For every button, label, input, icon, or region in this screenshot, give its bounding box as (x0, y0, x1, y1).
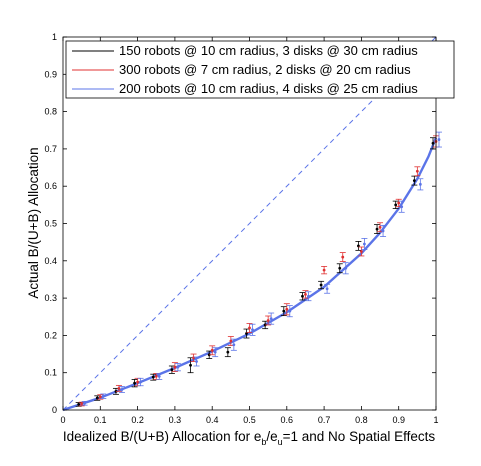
data-point (400, 205, 404, 209)
legend-label-1: 150 robots @ 10 cm radius, 3 disks @ 30 … (119, 43, 418, 58)
legend-box (65, 40, 455, 99)
series-3 (81, 131, 442, 406)
x-axis-label: Idealized B/(U+B) Allocation for eb/eu=1… (63, 429, 436, 447)
data-point (269, 317, 273, 321)
data-point (83, 401, 87, 405)
data-point (288, 309, 292, 313)
data-point (397, 201, 401, 205)
data-point (133, 381, 137, 385)
x-tick-label: 0.2 (131, 415, 144, 425)
axis-ticks: 0 0.1 0.2 0.3 0.4 0.5 0.6 0.7 0.8 0.9 1 0 0.1 0.2 0.3 0… (44, 32, 438, 425)
y-tick-label: 0.4 (44, 256, 57, 266)
x-tick-label: 0.5 (243, 415, 256, 425)
data-point (98, 395, 102, 399)
data-point (154, 375, 158, 378)
legend: 150 robots @ 10 cm radius, 3 disks @ 30 … (65, 40, 455, 99)
data-point (213, 350, 217, 354)
data-point (381, 229, 385, 233)
data-points-layer (75, 131, 442, 407)
x-tick-label: 0.7 (318, 415, 331, 425)
data-point (415, 169, 419, 173)
data-point (394, 203, 398, 207)
y-tick-label: 0.8 (44, 107, 57, 117)
x-tick-label: 0.1 (94, 415, 107, 425)
reference-diagonal-line (62, 36, 437, 411)
data-point (360, 250, 363, 253)
y-tick-label: 0.3 (44, 293, 57, 303)
data-point (418, 182, 422, 186)
data-point (176, 365, 180, 369)
y-tick-label: 0.5 (44, 219, 57, 229)
y-tick-label: 0 (52, 405, 57, 415)
data-point (344, 266, 348, 270)
data-point (80, 402, 84, 406)
legend-label-2: 300 robots @ 7 cm radius, 2 disks @ 20 c… (119, 62, 411, 77)
data-point (307, 294, 310, 298)
data-point (251, 328, 254, 332)
data-point (322, 268, 326, 272)
data-point (170, 368, 174, 372)
data-point (357, 244, 360, 248)
data-point (232, 343, 236, 347)
data-point (319, 283, 323, 287)
y-axis-label: Actual B/(U+B) Allocation (26, 147, 41, 298)
data-point (325, 287, 329, 291)
x-tick-label: 0.4 (206, 415, 219, 425)
data-point (139, 380, 143, 384)
data-point (189, 363, 192, 367)
reference-line-layer (62, 36, 437, 411)
data-point (120, 388, 124, 391)
x-tick-label: 0.9 (392, 415, 405, 425)
x-tick-label: 0 (60, 415, 65, 425)
x-tick-label: 0.3 (169, 415, 182, 425)
data-point (210, 348, 214, 352)
data-point (101, 394, 105, 398)
data-point (301, 294, 304, 298)
x-tick-label: 0.6 (281, 415, 294, 425)
y-tick-label: 0.6 (44, 181, 57, 191)
data-point (282, 309, 286, 313)
y-tick-label: 0.7 (44, 144, 57, 154)
data-point (248, 326, 251, 330)
data-point (304, 292, 307, 296)
data-point (151, 375, 155, 379)
data-point (375, 227, 379, 231)
y-tick-label: 0.1 (44, 368, 57, 378)
x-tick-label: 0.8 (355, 415, 368, 425)
y-tick-label: 0.9 (44, 69, 57, 79)
data-point (338, 266, 342, 270)
data-point (285, 307, 289, 311)
data-point (412, 179, 416, 183)
y-tick-label: 0.2 (44, 330, 57, 340)
data-point (437, 138, 441, 141)
data-point (245, 332, 248, 335)
data-point (77, 403, 81, 406)
data-point (226, 350, 230, 354)
legend-label-3: 200 robots @ 10 cm radius, 4 disks @ 25 … (119, 81, 418, 96)
data-point (363, 242, 366, 246)
data-point (195, 360, 198, 363)
data-point (229, 339, 233, 343)
data-point (431, 141, 435, 145)
y-tick-label: 1 (52, 32, 57, 42)
data-point (117, 386, 121, 390)
x-tick-label: 1 (433, 415, 438, 425)
data-point (157, 375, 161, 378)
data-point (95, 396, 99, 400)
data-point (136, 380, 140, 384)
data-point (378, 225, 382, 229)
data-point (341, 255, 345, 259)
data-point (266, 319, 270, 322)
data-point (173, 365, 177, 369)
